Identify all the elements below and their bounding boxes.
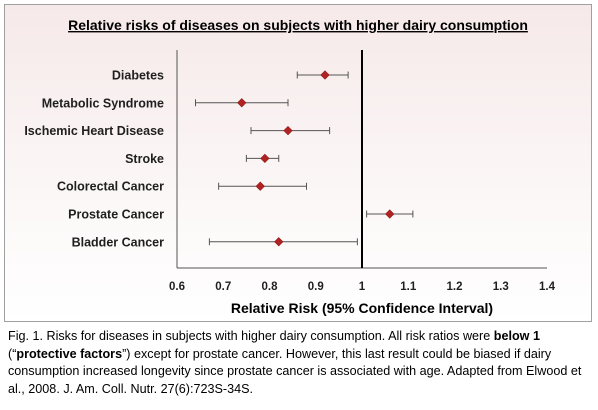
x-tick-label: 1.2 bbox=[447, 281, 463, 293]
x-tick-label: 1 bbox=[359, 281, 366, 293]
chart-title: Relative risks of diseases on subjects w… bbox=[68, 17, 528, 33]
category-label: Metabolic Syndrome bbox=[42, 96, 164, 110]
x-tick-label: 0.6 bbox=[169, 281, 185, 293]
caption-bold-1: below 1 bbox=[493, 329, 540, 343]
x-tick-label: 0.9 bbox=[308, 281, 324, 293]
figure-caption: Fig. 1. Risks for diseases in subjects w… bbox=[8, 328, 594, 398]
x-axis-title: Relative Risk (95% Confidence Interval) bbox=[231, 300, 493, 316]
category-label: Diabetes bbox=[112, 69, 164, 83]
x-tick-label: 1.4 bbox=[539, 281, 556, 293]
x-tick-label: 0.8 bbox=[262, 281, 279, 293]
chart-frame bbox=[4, 4, 592, 322]
caption-text-1: Fig. 1. Risks for diseases in subjects w… bbox=[8, 329, 494, 343]
category-label: Colorectal Cancer bbox=[57, 180, 164, 194]
point-estimate-marker bbox=[283, 125, 293, 136]
x-tick-label: 0.7 bbox=[215, 281, 231, 293]
category-label: Prostate Cancer bbox=[68, 208, 164, 222]
point-estimate-marker bbox=[237, 98, 247, 108]
caption-text-2: (“ bbox=[8, 346, 17, 361]
forest-plot: Relative risks of diseases on subjects w… bbox=[24, 17, 556, 316]
caption-text-3: ”) except for prostate cancer. However, … bbox=[8, 346, 582, 396]
category-label: Stroke bbox=[125, 152, 164, 166]
point-estimate-marker bbox=[255, 181, 265, 191]
point-estimate-marker bbox=[385, 209, 395, 219]
point-estimate-marker bbox=[260, 153, 270, 164]
x-tick-label: 1.1 bbox=[400, 281, 417, 293]
x-tick-label: 1.3 bbox=[493, 281, 509, 293]
caption-bold-2: protective factors bbox=[16, 346, 123, 361]
point-estimate-marker bbox=[274, 237, 284, 247]
category-label: Bladder Cancer bbox=[72, 235, 165, 249]
plot-area: 0.6 0.7 0.8 0.9 1 1.1 1.2 1.3 1.4 Diabetes Metabol… bbox=[24, 50, 556, 293]
point-estimate-marker bbox=[320, 70, 330, 80]
category-label: Ischemic Heart Disease bbox=[24, 124, 164, 138]
